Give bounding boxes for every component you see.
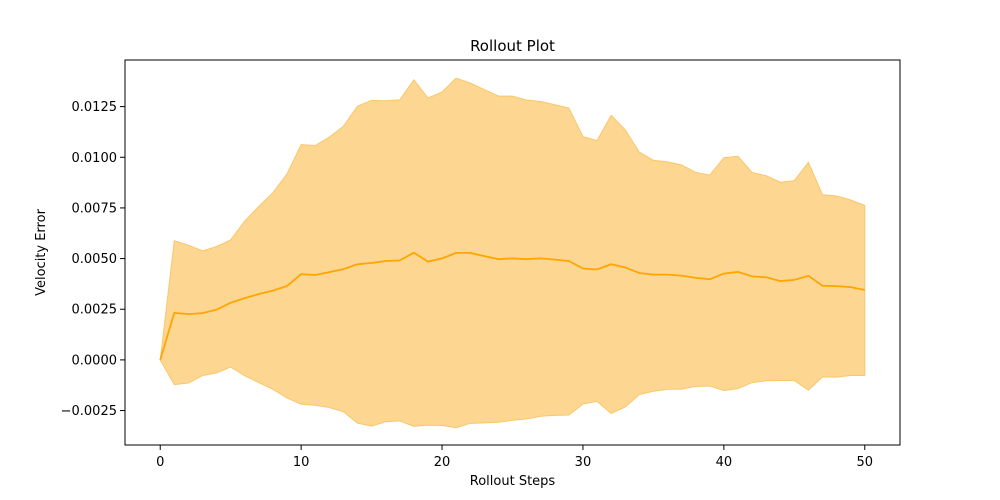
y-tick-label: 0.0000 — [72, 353, 118, 368]
y-tick-label: 0.0100 — [72, 151, 118, 166]
mean-line — [159, 251, 865, 361]
ticks: 0 10 20 30 40 50 −0.0025 0.0000 0.0025 0.0050 0.00… — [61, 100, 873, 470]
y-axis-label: Velocity Error — [34, 208, 49, 295]
x-tick-label: 10 — [293, 455, 310, 470]
x-tick-label: 20 — [434, 455, 451, 470]
plot-area — [159, 77, 866, 429]
y-tick-label: 0.0075 — [72, 201, 118, 216]
chart-title: Rollout Plot — [470, 37, 555, 55]
error-band — [159, 77, 866, 429]
y-tick-label: 0.0125 — [72, 100, 118, 115]
x-tick-label: 40 — [716, 455, 733, 470]
x-tick-label: 50 — [856, 455, 873, 470]
x-axis-label: Rollout Steps — [470, 474, 556, 489]
y-tick-label: 0.0050 — [72, 252, 118, 267]
x-tick-label: 0 — [156, 455, 164, 470]
x-tick-label: 30 — [575, 455, 592, 470]
axes-frame — [124, 59, 901, 446]
y-tick-label: −0.0025 — [61, 404, 117, 419]
y-tick-label: 0.0025 — [72, 303, 118, 318]
